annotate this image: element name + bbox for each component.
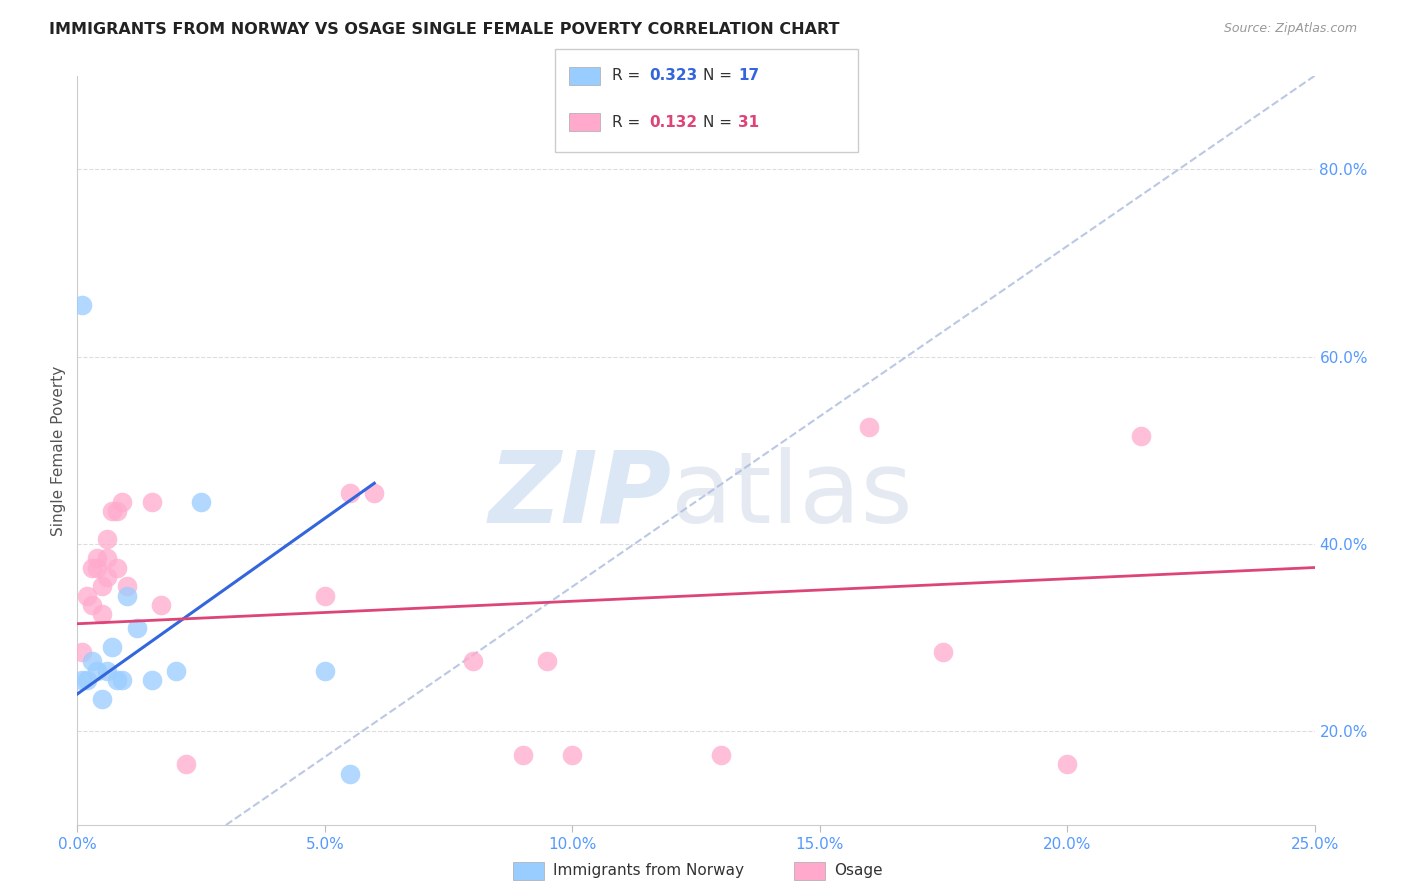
Point — [190, 495, 212, 509]
Point — [858, 420, 880, 434]
Point — [76, 589, 98, 603]
Point — [710, 747, 733, 762]
Point — [82, 560, 104, 574]
Point — [111, 673, 134, 687]
Point — [91, 579, 114, 593]
Point — [512, 747, 534, 762]
Point — [82, 598, 104, 612]
Point — [72, 673, 94, 687]
Point — [86, 560, 108, 574]
Point — [101, 640, 124, 655]
Point — [561, 747, 583, 762]
Text: Source: ZipAtlas.com: Source: ZipAtlas.com — [1223, 22, 1357, 36]
Point — [96, 533, 118, 547]
Point — [105, 673, 128, 687]
Point — [111, 495, 134, 509]
Point — [91, 607, 114, 622]
Point — [141, 673, 163, 687]
Text: IMMIGRANTS FROM NORWAY VS OSAGE SINGLE FEMALE POVERTY CORRELATION CHART: IMMIGRANTS FROM NORWAY VS OSAGE SINGLE F… — [49, 22, 839, 37]
Point — [86, 664, 108, 678]
Text: 17: 17 — [738, 69, 759, 83]
Text: 0.132: 0.132 — [650, 115, 697, 129]
Point — [314, 589, 336, 603]
Point — [115, 579, 138, 593]
Point — [363, 485, 385, 500]
Y-axis label: Single Female Poverty: Single Female Poverty — [51, 366, 66, 535]
Point — [72, 298, 94, 312]
Point — [72, 645, 94, 659]
Point — [125, 621, 148, 635]
Point — [174, 757, 197, 772]
Text: N =: N = — [703, 69, 737, 83]
Text: ZIP: ZIP — [488, 447, 671, 544]
Point — [91, 691, 114, 706]
Point — [1056, 757, 1078, 772]
Point — [1130, 429, 1153, 443]
Point — [105, 504, 128, 518]
Point — [96, 570, 118, 584]
Point — [165, 664, 187, 678]
Point — [339, 485, 361, 500]
Point — [536, 654, 558, 668]
Text: atlas: atlas — [671, 447, 912, 544]
Text: 0.323: 0.323 — [650, 69, 697, 83]
Text: Osage: Osage — [834, 863, 883, 878]
Text: Immigrants from Norway: Immigrants from Norway — [553, 863, 744, 878]
Point — [150, 598, 173, 612]
Point — [314, 664, 336, 678]
Point — [96, 664, 118, 678]
Point — [82, 654, 104, 668]
Text: R =: R = — [612, 69, 645, 83]
Point — [141, 495, 163, 509]
Text: N =: N = — [703, 115, 737, 129]
Point — [339, 766, 361, 780]
Text: 31: 31 — [738, 115, 759, 129]
Point — [76, 673, 98, 687]
Point — [105, 560, 128, 574]
Point — [932, 645, 955, 659]
Text: R =: R = — [612, 115, 645, 129]
Point — [86, 551, 108, 566]
Point — [96, 551, 118, 566]
Point — [463, 654, 485, 668]
Point — [101, 504, 124, 518]
Point — [115, 589, 138, 603]
